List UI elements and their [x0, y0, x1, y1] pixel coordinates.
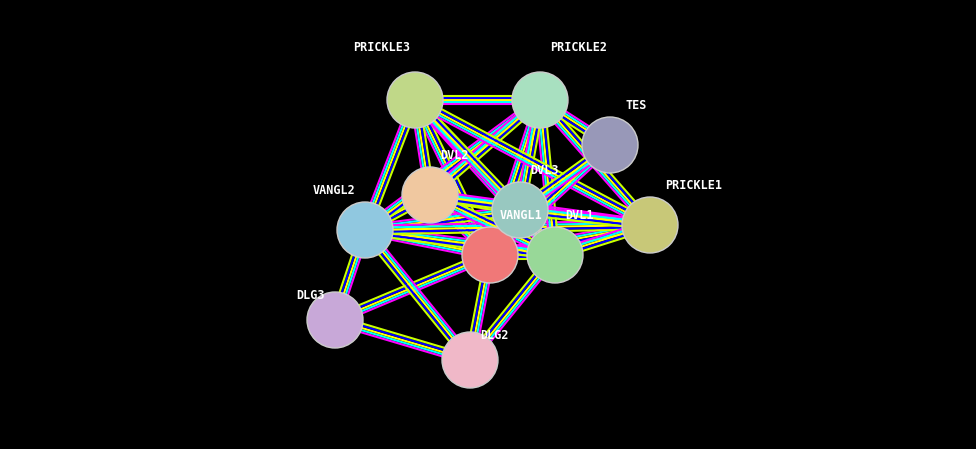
Text: PRICKLE2: PRICKLE2 — [550, 41, 607, 54]
Text: DLG3: DLG3 — [297, 289, 325, 302]
Circle shape — [492, 182, 548, 238]
Circle shape — [622, 197, 678, 253]
Circle shape — [402, 167, 458, 223]
Circle shape — [387, 72, 443, 128]
Text: PRICKLE1: PRICKLE1 — [665, 179, 722, 192]
Circle shape — [527, 227, 583, 283]
Circle shape — [462, 227, 518, 283]
Text: TES: TES — [625, 99, 646, 112]
Circle shape — [307, 292, 363, 348]
Text: PRICKLE3: PRICKLE3 — [353, 41, 410, 54]
Text: VANGL2: VANGL2 — [312, 184, 355, 197]
Circle shape — [582, 117, 638, 173]
Text: DLG2: DLG2 — [480, 329, 508, 342]
Text: DVL2: DVL2 — [440, 149, 468, 162]
Circle shape — [337, 202, 393, 258]
Circle shape — [442, 332, 498, 388]
Text: DVL3: DVL3 — [530, 164, 558, 177]
Circle shape — [512, 72, 568, 128]
Text: VANGL1: VANGL1 — [500, 209, 543, 222]
Text: DVL1: DVL1 — [565, 209, 593, 222]
